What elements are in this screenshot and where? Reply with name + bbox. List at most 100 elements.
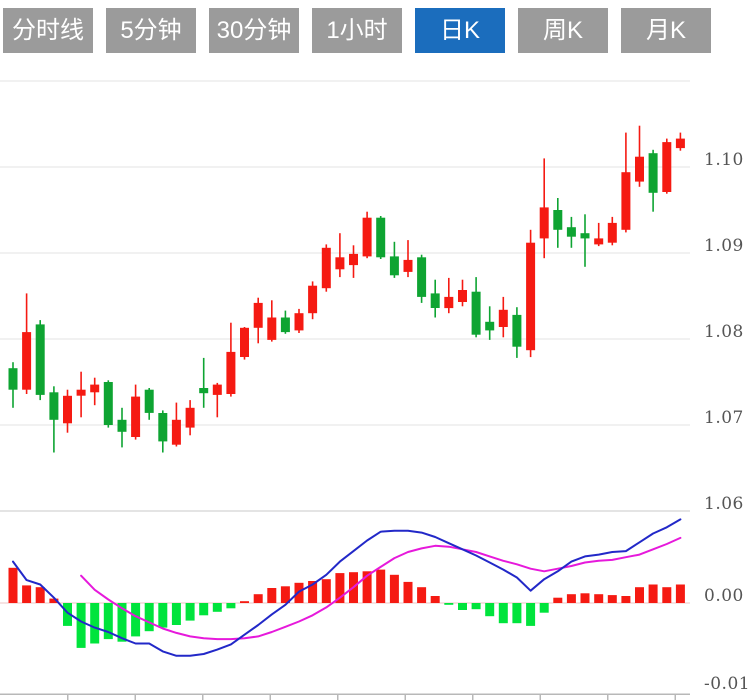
macd-bar <box>498 603 508 624</box>
candle <box>158 410 168 453</box>
svg-text:0.00: 0.00 <box>704 586 744 606</box>
tab-timeline[interactable]: 分时线 <box>3 8 93 53</box>
macd-bar <box>308 581 318 603</box>
candle <box>321 244 331 292</box>
macd-bar <box>49 598 59 603</box>
macd-histogram <box>8 567 685 648</box>
bottom-time-axis <box>0 693 690 700</box>
macd-bar <box>566 594 576 603</box>
macd-bar <box>389 574 399 603</box>
candle <box>253 297 263 344</box>
candle <box>131 384 141 440</box>
candle <box>526 229 536 358</box>
macd-bar <box>444 603 454 605</box>
candle <box>199 357 209 408</box>
candle <box>144 388 154 420</box>
candle <box>376 216 386 259</box>
macd-bar <box>280 586 290 603</box>
macd-bar <box>117 603 127 642</box>
tab-daily-k[interactable]: 日K <box>415 8 505 53</box>
macd-bar <box>362 571 372 603</box>
candle <box>662 138 672 194</box>
candle <box>607 216 617 246</box>
candle <box>471 277 481 338</box>
macd-bar <box>63 603 72 626</box>
macd-bar <box>335 573 345 603</box>
tab-30min[interactable]: 30分钟 <box>209 8 299 53</box>
tab-1hour[interactable]: 1小时 <box>312 8 402 53</box>
candle <box>90 377 100 406</box>
macd-bar <box>171 603 181 625</box>
macd-bar <box>485 603 495 617</box>
dea-line <box>80 536 682 641</box>
candle <box>648 149 658 212</box>
axis-labels: 1.10 1.09 1.08 1.07 1.06 0.00 -0.01 <box>704 150 750 694</box>
candle <box>403 240 413 278</box>
candle <box>580 214 590 267</box>
candle <box>171 402 181 447</box>
candle <box>117 407 127 448</box>
macd-bar <box>212 603 222 612</box>
gridlines <box>0 80 690 604</box>
candle <box>362 211 372 259</box>
macd-bar <box>321 579 331 603</box>
macd-bar <box>35 587 45 603</box>
candle <box>458 279 467 307</box>
macd-bar <box>22 585 32 603</box>
tab-5min[interactable]: 5分钟 <box>106 8 196 53</box>
macd-bar <box>403 581 413 603</box>
candle <box>240 327 249 360</box>
macd-bar <box>430 596 440 603</box>
candle <box>539 158 549 259</box>
macd-bar <box>553 597 563 603</box>
candle <box>566 216 576 248</box>
macd-bar <box>131 603 141 637</box>
macd-bar <box>471 603 481 610</box>
candle <box>76 371 86 418</box>
macd-bar <box>607 595 617 603</box>
candle <box>212 382 222 418</box>
candle <box>485 306 495 340</box>
tab-weekly-k[interactable]: 周K <box>518 8 608 53</box>
candle <box>498 296 508 338</box>
macd-bar <box>594 594 604 603</box>
macd-bar <box>458 603 467 610</box>
period-tabbar: 分时线 5分钟 30分钟 1小时 日K 周K 月K <box>3 8 711 53</box>
candle <box>294 308 304 333</box>
svg-text:1.08: 1.08 <box>704 322 744 342</box>
macd-bar <box>675 584 685 603</box>
tab-monthly-k[interactable]: 月K <box>621 8 711 53</box>
macd-bar <box>376 569 386 603</box>
macd-bar <box>8 567 18 603</box>
macd-bar <box>199 603 209 616</box>
candle <box>349 245 358 278</box>
candle <box>553 198 563 248</box>
macd-bar <box>648 584 658 603</box>
macd-bar <box>253 594 263 603</box>
macd-bar <box>144 603 154 632</box>
candle <box>675 132 685 151</box>
candle <box>512 307 522 358</box>
candle <box>185 400 195 436</box>
svg-text:-0.01: -0.01 <box>704 674 750 694</box>
candle <box>417 254 427 303</box>
dif-line <box>12 518 682 657</box>
macd-bar <box>635 587 644 603</box>
macd-bar <box>185 603 195 621</box>
candle <box>635 125 644 187</box>
candle <box>280 310 290 334</box>
candle <box>594 222 604 247</box>
macd-bar <box>621 596 631 603</box>
candle <box>444 277 454 314</box>
macd-bar <box>76 603 86 648</box>
candle <box>63 389 72 433</box>
macd-bar <box>417 587 427 603</box>
svg-text:1.09: 1.09 <box>704 236 744 256</box>
macd-bar <box>539 603 549 613</box>
candles <box>8 125 685 453</box>
svg-text:1.06: 1.06 <box>704 494 744 514</box>
candle <box>267 300 277 342</box>
svg-text:1.07: 1.07 <box>704 408 744 428</box>
macd-bar <box>662 587 672 603</box>
